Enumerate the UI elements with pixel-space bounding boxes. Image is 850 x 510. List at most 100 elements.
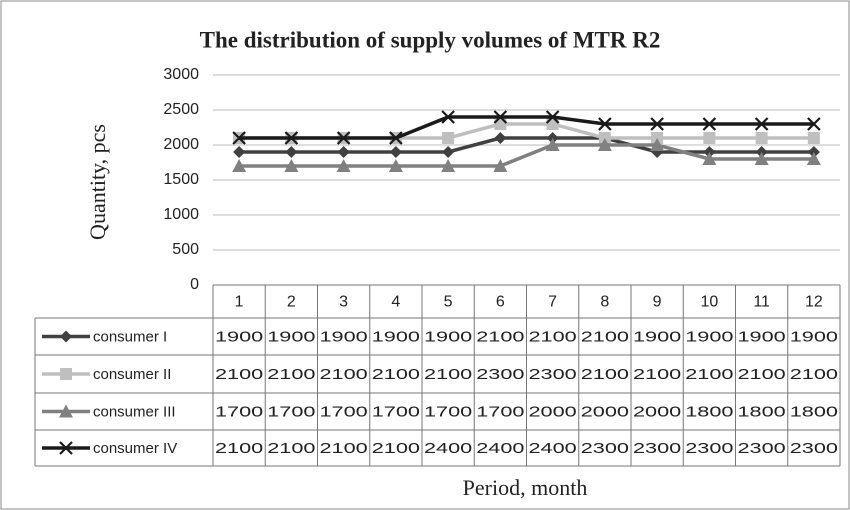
table-value: 2000 (633, 403, 681, 420)
table-value: 1800 (790, 403, 838, 420)
table-value: 2300 (581, 440, 629, 457)
data-point (493, 110, 508, 124)
table-value: 2100 (529, 328, 577, 345)
table-value: 2100 (320, 440, 368, 457)
x-axis-label: Period, month (463, 475, 588, 500)
legend-label: consumer II (93, 366, 171, 383)
data-point (233, 146, 246, 158)
data-point (598, 117, 612, 131)
y-tick-label: 3000 (163, 66, 199, 83)
y-axis-label: Quantity, pcs (85, 124, 110, 240)
legend-marker (60, 330, 72, 343)
table-value: 2100 (685, 366, 733, 383)
table-value: 2100 (215, 440, 263, 457)
y-tick-label: 1500 (163, 171, 199, 188)
data-point (494, 132, 507, 144)
x-tick-label: 1 (235, 294, 244, 311)
table-value: 2100 (633, 366, 681, 383)
data-point (232, 131, 246, 145)
table-value: 1900 (633, 328, 681, 345)
table-value: 2300 (476, 366, 524, 383)
data-point (442, 132, 455, 144)
table-value: 2300 (685, 440, 733, 457)
table-value: 1900 (738, 328, 786, 345)
data-point (545, 110, 560, 124)
data-point (703, 132, 716, 144)
table-value: 2100 (372, 440, 420, 457)
table-value: 1900 (215, 328, 263, 345)
table-value: 1900 (424, 328, 472, 345)
data-point (806, 152, 821, 165)
x-tick-label: 4 (391, 294, 400, 311)
table-value: 1800 (738, 403, 786, 420)
chart-title: The distribution of supply volumes of MT… (200, 27, 661, 52)
table-value: 2400 (476, 440, 524, 457)
data-point (284, 159, 299, 172)
table-value: 1900 (320, 328, 368, 345)
table-value: 1900 (267, 328, 315, 345)
table-value: 2300 (633, 440, 681, 457)
data-point (493, 159, 508, 172)
data-point (754, 152, 769, 165)
legend-marker (59, 441, 73, 455)
table-value: 1700 (476, 403, 524, 420)
data-point (336, 159, 351, 172)
table-value: 2000 (529, 403, 577, 420)
data-point (545, 138, 560, 151)
x-tick-label: 3 (339, 294, 348, 311)
series-line (239, 115, 814, 140)
series-line (239, 136, 814, 154)
table-value: 2100 (476, 328, 524, 345)
table-value: 2100 (790, 366, 838, 383)
x-tick-label: 10 (700, 294, 718, 311)
table-value: 1700 (215, 403, 263, 420)
table-value: 1700 (372, 403, 420, 420)
table-value: 2300 (790, 440, 838, 457)
table-value: 1900 (372, 328, 420, 345)
legend-label: consumer III (93, 403, 176, 420)
table-value: 2100 (267, 440, 315, 457)
y-tick-label: 0 (190, 276, 199, 293)
data-point (336, 131, 351, 145)
legend-label: consumer IV (93, 440, 177, 457)
data-point (389, 146, 402, 158)
data-point (284, 131, 299, 145)
data-point (650, 117, 664, 131)
table-value: 2100 (372, 366, 420, 383)
data-point (754, 117, 769, 131)
data-point (755, 132, 768, 144)
table-value: 2100 (215, 366, 263, 383)
table-value: 1800 (685, 403, 733, 420)
table-value: 2300 (738, 440, 786, 457)
table-value: 2100 (581, 328, 629, 345)
x-tick-label: 6 (496, 294, 505, 311)
table-value: 1700 (424, 403, 472, 420)
data-point (337, 146, 350, 158)
table-value: 1900 (685, 328, 733, 345)
data-point (232, 159, 247, 172)
legend-marker (59, 404, 73, 418)
x-tick-label: 5 (444, 294, 453, 311)
x-tick-label: 12 (805, 294, 823, 311)
x-tick-label: 2 (287, 294, 296, 311)
y-tick-label: 2000 (163, 136, 199, 153)
y-tick-label: 2500 (163, 101, 199, 118)
table-value: 1700 (267, 403, 315, 420)
x-tick-label: 9 (653, 294, 662, 311)
data-point (441, 159, 456, 172)
x-tick-label: 8 (600, 294, 609, 311)
table-value: 2400 (424, 440, 472, 457)
data-point (807, 132, 820, 144)
data-point (807, 117, 821, 131)
data-point (650, 138, 665, 151)
data-point (442, 146, 455, 158)
table-value: 2000 (581, 403, 629, 420)
x-tick-label: 11 (753, 294, 770, 311)
data-point (597, 138, 612, 151)
data-point (702, 152, 717, 165)
table-value: 1700 (320, 403, 368, 420)
table-value: 2400 (529, 440, 577, 457)
x-tick-label: 7 (548, 294, 557, 311)
